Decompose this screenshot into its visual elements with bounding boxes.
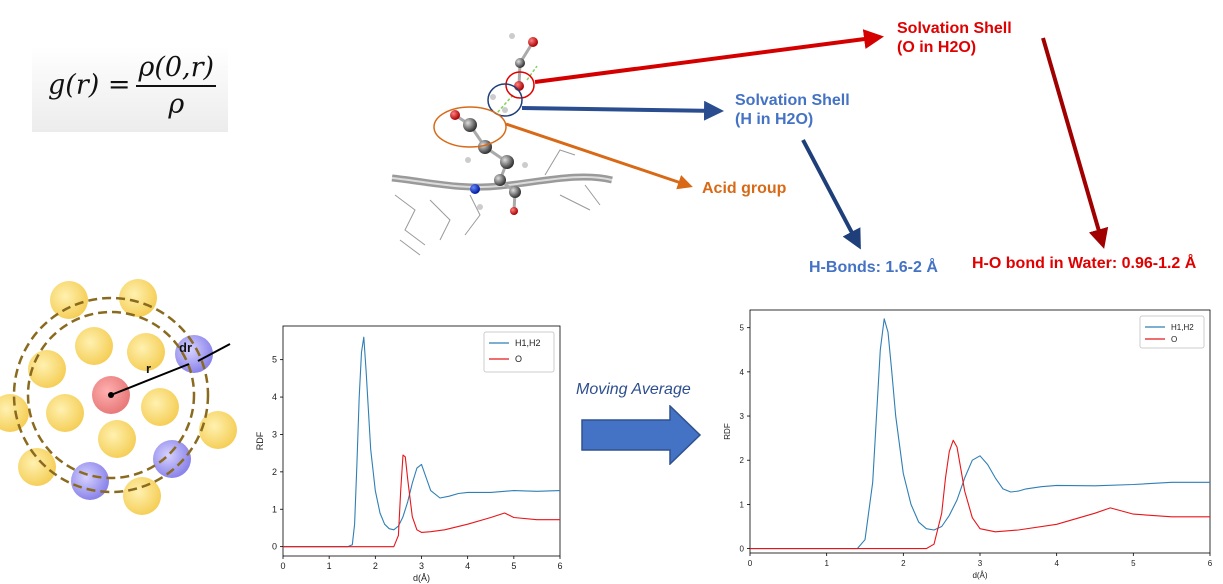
arrow-to-o-shell	[534, 29, 884, 84]
x-tick-label: 6	[1208, 559, 1213, 568]
y-tick-label: 2	[272, 467, 277, 477]
legend-label: H1,H2	[1171, 323, 1194, 332]
x-axis-label: d(Å)	[972, 571, 987, 580]
y-tick-label: 5	[740, 324, 745, 333]
rdf-chart-raw: 0 1 2 3 4 5 6 0 1 2 3 4 5 d(Å) RDF H1,H2 O	[255, 325, 563, 583]
arrow-to-acid-group	[505, 122, 693, 190]
plot-frame	[749, 309, 1211, 554]
x-tick-label: 0	[748, 559, 753, 568]
acid-group-marker	[433, 106, 507, 148]
x-tick-label: 5	[511, 561, 516, 571]
x-axis-label: d(Å)	[413, 573, 430, 583]
dr-line	[197, 343, 231, 362]
y-axis-label: RDF	[723, 423, 732, 440]
rdf-formula: g(r) = ρ(0,r) ρ	[48, 52, 217, 120]
x-tick-label: 1	[824, 559, 829, 568]
label-solvation-h-line2: (H in H2O)	[735, 111, 814, 128]
rdf-chart-smoothed: 0 1 2 3 4 5 6 0 1 2 3 4 5 d(Å) RDF H1,H2 O	[723, 309, 1213, 580]
y-tick-label: 3	[740, 412, 745, 421]
y-tick-label: 3	[272, 429, 277, 439]
x-tick-label: 2	[901, 559, 906, 568]
o-shell-marker	[505, 71, 535, 99]
y-tick-label: 0	[272, 542, 277, 552]
hbond-line	[496, 94, 514, 114]
legend-label: O	[515, 354, 522, 364]
x-tick-label: 4	[1054, 559, 1059, 568]
arrow-to-hbonds	[801, 139, 861, 250]
legend-box	[1139, 315, 1205, 349]
series-line	[750, 439, 1210, 550]
label-solvation-h-line1: Solvation Shell	[735, 92, 850, 109]
legend-label: H1,H2	[515, 338, 541, 348]
series-line	[283, 454, 560, 548]
label-solvation-shell-o: Solvation Shell (O in H2O)	[897, 19, 1012, 57]
moving-average-arrow	[581, 405, 702, 465]
formula-denominator: ρ	[168, 89, 185, 120]
molecule-illustration	[391, 29, 1109, 256]
x-tick-label: 3	[978, 559, 983, 568]
label-solvation-o-line1: Solvation Shell	[897, 20, 1012, 37]
x-tick-label: 1	[327, 561, 332, 571]
h-shell-marker	[487, 83, 523, 117]
shell-diagram: r dr	[0, 279, 237, 515]
y-tick-label: 4	[272, 392, 277, 402]
label-acid-group: Acid group	[702, 180, 787, 197]
x-tick-label: 2	[373, 561, 378, 571]
radius-line	[110, 363, 190, 396]
shell-outer-circle	[12, 296, 210, 494]
formula-fraction: ρ(0,r) ρ	[136, 52, 217, 120]
r-label: r	[146, 361, 151, 376]
y-tick-label: 1	[740, 500, 745, 509]
solvent-particles	[0, 279, 237, 515]
formula-background	[32, 46, 228, 132]
hbond-line	[526, 65, 538, 81]
y-axis-label: RDF	[255, 431, 265, 450]
y-tick-label: 5	[272, 355, 277, 365]
x-tick-label: 3	[419, 561, 424, 571]
y-tick-label: 0	[740, 545, 745, 554]
legend-label: O	[1171, 335, 1177, 344]
x-tick-label: 4	[465, 561, 470, 571]
series-line	[750, 318, 1210, 550]
label-ho-bond: H-O bond in Water: 0.96-1.2 Å	[972, 255, 1197, 272]
x-tick-label: 5	[1131, 559, 1136, 568]
label-solvation-o-line2: (O in H2O)	[897, 39, 977, 56]
y-tick-label: 2	[740, 456, 745, 465]
arrow-to-ho-bond	[1041, 37, 1109, 249]
label-hbonds: H-Bonds: 1.6-2 Å	[809, 259, 938, 276]
moving-average-label: Moving Average	[576, 381, 691, 398]
label-solvation-shell-h: Solvation Shell (H in H2O)	[735, 91, 850, 129]
formula-lhs: g(r) =	[48, 69, 131, 101]
arrow-to-h-shell	[521, 100, 724, 121]
x-tick-label: 0	[280, 561, 285, 571]
y-tick-label: 4	[740, 368, 745, 377]
legend-box	[483, 331, 555, 373]
x-tick-label: 6	[557, 561, 562, 571]
dr-label: dr	[179, 340, 192, 355]
formula-numerator: ρ(0,r)	[136, 52, 217, 87]
y-tick-label: 1	[272, 504, 277, 514]
molecule-atoms	[450, 33, 538, 215]
shell-inner-circle	[26, 310, 196, 480]
